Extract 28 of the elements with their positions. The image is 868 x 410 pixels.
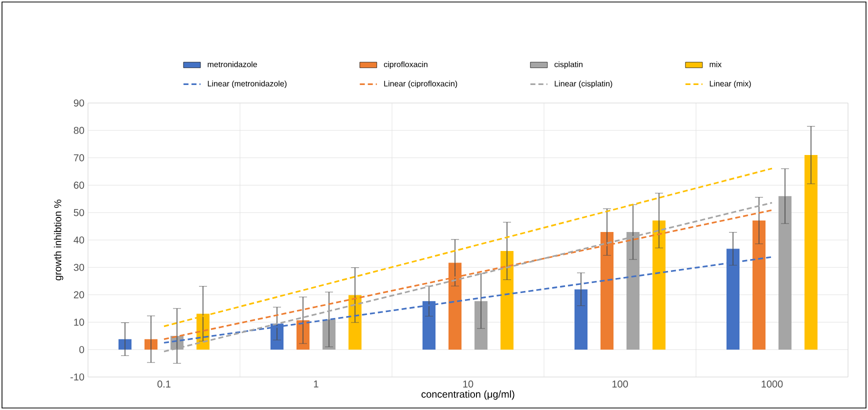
y-tick-label: 10 [74,318,84,326]
y-tick-label: 50 [74,209,84,216]
bar [652,220,666,350]
y-tick-label: 60 [74,182,84,189]
bar [778,196,792,350]
x-tick-label: 10 [463,380,474,388]
x-axis-title: concentration (μg/ml) [422,390,514,400]
y-tick-label: 40 [74,236,84,244]
y-tick-label: 70 [74,154,84,162]
bar [348,295,362,350]
y-tick-label: 90 [74,99,84,107]
bar [752,220,766,350]
x-tick-label: 1 [314,380,318,388]
bar [574,289,588,350]
y-tick-label: 30 [74,264,84,271]
y-tick-label: 80 [74,126,84,134]
y-axis-title: growth inhibtion % [54,200,64,280]
y-tick-label: -10 [70,373,84,381]
y-tick-label: 0 [79,346,84,354]
x-tick-label: 1000 [762,380,783,388]
bar [500,250,514,350]
bar [804,155,818,350]
x-tick-label: 0.1 [157,380,170,388]
y-tick-label: 20 [74,291,84,298]
bar [626,232,640,350]
bar [144,339,158,350]
bar [118,339,132,350]
x-tick-label: 100 [612,380,628,388]
